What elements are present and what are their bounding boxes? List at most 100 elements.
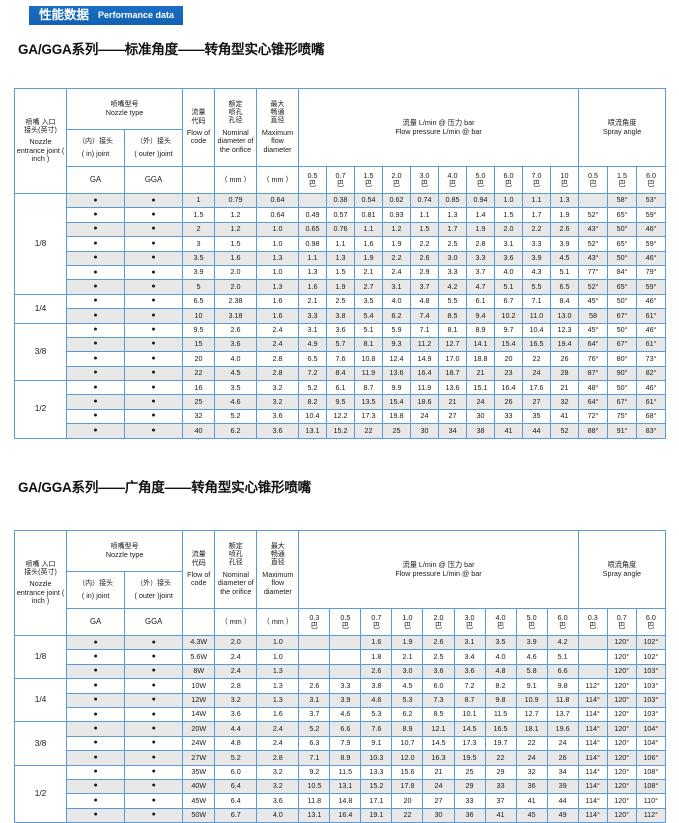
gga-mark: ● — [124, 236, 183, 252]
spray-angle-value: 80° — [607, 351, 638, 367]
spray-angle-value: 84° — [607, 264, 638, 281]
header-angle-pressure-0.3: 0.3 巴 — [577, 608, 608, 636]
table-row: ● ● 20 4.0 2.8 6.5 7.6 10.8 12.4 14.9 17.0 18.8 20 22… — [15, 351, 667, 367]
flow-code: 40W — [182, 778, 216, 795]
table-row: ● ● 22 4.5 2.8 7.2 8.4 11.9 13.6 16.4 18.7 21 23 24 28… — [15, 365, 667, 382]
flow-value: 1.7 — [438, 221, 467, 238]
ga-mark: ● — [66, 793, 126, 809]
header-nozzle-type: 喷嘴型号 Nozzle type — [66, 530, 184, 572]
spray-angle-value: 65° — [607, 236, 638, 252]
flow-value: 3.7 — [466, 264, 495, 281]
flow-value: 13.0 — [549, 308, 580, 324]
ga-mark: ● — [66, 663, 126, 680]
header-pressure-4.0: 4.0 巴 — [484, 608, 517, 636]
flow-value: 3.1 — [494, 236, 523, 252]
spray-angle-value: 114° — [577, 735, 608, 752]
flow-value: 0.62 — [382, 192, 411, 209]
flow-value: 0.98 — [298, 236, 327, 252]
max-flow-diameter: 1.3 — [256, 250, 299, 266]
spray-angle-value: 45° — [578, 293, 609, 310]
flow-value: 12.1 — [422, 721, 455, 737]
flow-value: 15.4 — [494, 336, 523, 353]
max-flow-diameter: 1.3 — [256, 279, 299, 295]
flow-value: 4.6 — [329, 706, 362, 723]
flow-value: 3.3 — [329, 678, 362, 694]
inch-group-1-8: 1/8 — [13, 634, 68, 680]
header-pressure-0.5: 0.5 巴 — [329, 608, 362, 636]
gga-mark: ● — [124, 192, 183, 209]
gga-mark: ● — [124, 807, 184, 823]
header-flow-code-unit — [182, 608, 216, 636]
flow-value: 4.6 — [360, 692, 393, 708]
nominal-diameter: 6.2 — [214, 423, 257, 439]
performance-data-page: 性能数据 Performance data GA/GGA系列——标准角度——转角… — [13, 6, 667, 823]
flow-value: 36 — [453, 807, 486, 823]
flow-code: 20 — [182, 351, 215, 367]
flow-value: 15.6 — [391, 764, 424, 780]
spray-angle-value: 77° — [578, 264, 609, 281]
nominal-diameter: 1.2 — [214, 221, 257, 238]
flow-value: 3.6 — [422, 663, 455, 680]
flow-value: 23 — [494, 365, 523, 382]
flow-value: 1.6 — [354, 236, 383, 252]
header-nominal-unit: （ mm ） — [214, 166, 257, 194]
flow-code: 16 — [182, 380, 215, 396]
flow-value: 1.9 — [382, 236, 411, 252]
header-pressure-0.5: 0.5 巴 — [298, 166, 327, 194]
flow-value: 8.5 — [422, 706, 455, 723]
table-row: ● ● 3 1.5 1.0 0.98 1.1 1.6 1.9 2.2 2.5 2.8 3.1 3.3 3.9… — [15, 236, 667, 252]
flow-value: 30 — [466, 408, 495, 425]
gga-mark: ● — [124, 394, 183, 410]
section-badge: 性能数据 Performance data — [29, 6, 184, 25]
gga-mark: ● — [124, 351, 183, 367]
ga-mark: ● — [66, 750, 126, 766]
gga-mark: ● — [124, 692, 184, 708]
flow-value: 27 — [438, 408, 467, 425]
flow-value: 21 — [438, 394, 467, 410]
header-angle-pressure-1.5: 1.5 巴 — [607, 166, 638, 194]
nominal-diameter: 5.2 — [214, 408, 257, 425]
header-entrance-joint: 喷嘴 入口 接头(英寸) Nozzle entrance joint ( inch … — [14, 88, 67, 194]
max-flow-diameter: 1.6 — [256, 308, 299, 324]
flow-value: 10.8 — [354, 351, 383, 367]
gga-mark: ● — [124, 322, 183, 338]
flow-value — [298, 663, 331, 680]
flow-value: 7.3 — [422, 692, 455, 708]
spray-angle-value: 103° — [635, 663, 667, 680]
spray-angle-value: 114° — [577, 750, 608, 766]
spray-angle-value: 46° — [636, 322, 667, 338]
nominal-diameter: 3.6 — [214, 336, 257, 353]
flow-value: 27 — [422, 793, 455, 809]
spray-angle-value: 50° — [607, 250, 638, 266]
max-flow-diameter: 0.64 — [256, 192, 299, 209]
flow-value: 16.4 — [494, 380, 523, 396]
flow-value: 41 — [515, 793, 548, 809]
spray-angle-value: 64° — [578, 394, 609, 410]
spray-angle-value: 106° — [635, 750, 667, 766]
table-1-title: GA/GGA系列——标准角度——转角型实心锥形喷嘴 — [18, 42, 325, 57]
gga-mark: ● — [124, 279, 183, 295]
flow-value: 2.1 — [298, 293, 327, 310]
flow-value: 7.1 — [298, 750, 331, 766]
flow-value: 12.0 — [391, 750, 424, 766]
flow-code: 10W — [182, 678, 216, 694]
table-row: ● ● 15 3.6 2.4 4.9 5.7 8.1 9.3 11.2 12.7 14.1 15.4 16… — [15, 336, 667, 353]
spray-angle-value: 67° — [607, 336, 638, 353]
flow-code: 22 — [182, 365, 215, 382]
flow-value: 8.1 — [354, 336, 383, 353]
flow-value: 2.7 — [354, 279, 383, 295]
flow-value: 10.3 — [360, 750, 393, 766]
header-pressure-10: 10 巴 — [549, 166, 580, 194]
flow-value: 7.9 — [329, 735, 362, 752]
ga-mark: ● — [66, 706, 126, 723]
flow-value: 14.1 — [466, 336, 495, 353]
nominal-diameter: 6.4 — [214, 778, 258, 795]
flow-value: 8.4 — [326, 365, 355, 382]
spray-angle-value: 64° — [578, 336, 609, 353]
spray-angle-value: 65° — [607, 207, 638, 223]
nominal-diameter: 1.6 — [214, 250, 257, 266]
flow-value: 1.9 — [354, 250, 383, 266]
gga-mark: ● — [124, 663, 184, 680]
spray-angle-value: 90° — [607, 365, 638, 382]
flow-value: 3.8 — [360, 678, 393, 694]
